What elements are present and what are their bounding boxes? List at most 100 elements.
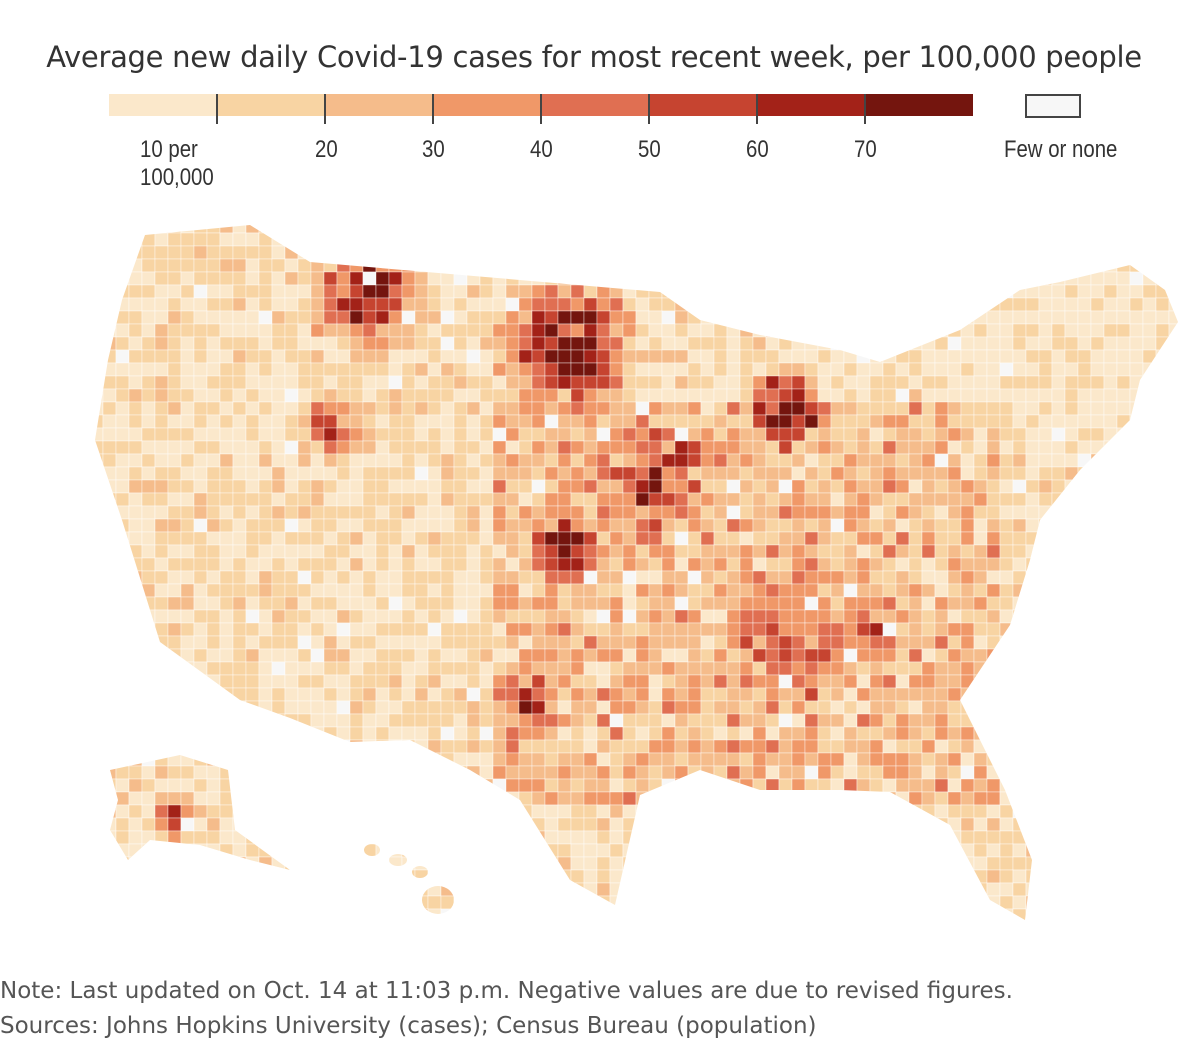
- county-cell: [102, 258, 117, 273]
- county-cell: [700, 726, 715, 741]
- county-cell: [1025, 284, 1040, 299]
- county-cell: [1025, 440, 1040, 455]
- county-cell: [1168, 225, 1178, 234]
- county-cell: [843, 362, 858, 377]
- county-cell: [661, 700, 676, 715]
- county-cell: [271, 765, 286, 780]
- county-cell: [505, 466, 520, 481]
- county-cell: [310, 479, 325, 494]
- county-cell: [1116, 375, 1131, 390]
- county-cell: [765, 674, 780, 689]
- county-cell: [206, 349, 221, 364]
- county-cell: [921, 713, 936, 728]
- county-cell: [908, 843, 923, 858]
- county-cell: [1051, 700, 1066, 715]
- county-cell: [1103, 297, 1118, 312]
- county-cell: [947, 323, 962, 338]
- county-cell: [973, 570, 988, 585]
- county-cell: [960, 349, 975, 364]
- county-cell: [687, 245, 702, 260]
- county-cell: [583, 479, 598, 494]
- county-cell: [258, 869, 273, 884]
- county-cell: [362, 453, 377, 468]
- county-cell: [687, 674, 702, 689]
- county-cell: [362, 401, 377, 416]
- county-cell: [817, 596, 832, 611]
- county-cell: [1116, 791, 1131, 806]
- county-cell: [1025, 225, 1040, 234]
- county-cell: [505, 453, 520, 468]
- county-cell: [167, 349, 182, 364]
- county-cell: [128, 466, 143, 481]
- county-cell: [1012, 401, 1027, 416]
- county-cell: [1090, 856, 1105, 871]
- county-cell: [258, 375, 273, 390]
- county-cell: [635, 882, 650, 897]
- county-cell: [115, 752, 130, 767]
- county-cell: [479, 427, 494, 442]
- county-cell: [388, 895, 403, 910]
- county-cell: [557, 817, 572, 832]
- county-cell: [258, 570, 273, 585]
- county-cell: [843, 895, 858, 910]
- county-cell: [739, 609, 754, 624]
- county-cell: [804, 453, 819, 468]
- county-cell: [297, 323, 312, 338]
- county-cell: [414, 245, 429, 260]
- county-cell: [323, 544, 338, 559]
- county-cell: [375, 453, 390, 468]
- county-cell: [778, 245, 793, 260]
- county-cell: [544, 843, 559, 858]
- county-cell: [1090, 583, 1105, 598]
- county-cell: [804, 258, 819, 273]
- county-cell: [882, 388, 897, 403]
- county-cell: [1103, 804, 1118, 819]
- county-cell: [596, 544, 611, 559]
- county-cell: [1012, 830, 1027, 845]
- county-cell: [856, 908, 871, 920]
- county-cell: [102, 336, 117, 351]
- county-cell: [739, 661, 754, 676]
- county-cell: [440, 687, 455, 702]
- county-cell: [882, 700, 897, 715]
- county-cell: [544, 310, 559, 325]
- county-cell: [765, 908, 780, 920]
- county-cell: [258, 336, 273, 351]
- county-cell: [297, 869, 312, 884]
- county-cell: [687, 505, 702, 520]
- county-cell: [518, 505, 533, 520]
- county-cell: [128, 440, 143, 455]
- county-cell: [791, 427, 806, 442]
- county-cell: [921, 336, 936, 351]
- county-cell: [557, 245, 572, 260]
- county-cell: [661, 225, 676, 234]
- county-cell: [622, 882, 637, 897]
- county-cell: [869, 232, 884, 247]
- county-cell: [921, 557, 936, 572]
- county-cell: [1182, 350, 1195, 363]
- county-cell: [713, 323, 728, 338]
- county-cell: [232, 518, 247, 533]
- county-cell: [375, 375, 390, 390]
- county-cell: [232, 453, 247, 468]
- county-cell: [700, 544, 715, 559]
- county-cell: [154, 414, 169, 429]
- county-cell: [102, 245, 117, 260]
- county-cell: [869, 583, 884, 598]
- county-cell: [999, 440, 1014, 455]
- county-cell: [232, 258, 247, 273]
- county-cell: [440, 544, 455, 559]
- county-cell: [1168, 258, 1178, 273]
- county-cell: [401, 882, 416, 897]
- county-cell: [427, 544, 442, 559]
- county-cell: [765, 414, 780, 429]
- county-cell: [635, 895, 650, 910]
- county-cell: [154, 908, 169, 920]
- county-cell: [700, 830, 715, 845]
- county-cell: [869, 258, 884, 273]
- county-cell: [791, 453, 806, 468]
- county-cell: [609, 453, 624, 468]
- county-cell: [648, 232, 663, 247]
- county-cell: [466, 492, 481, 507]
- county-cell: [869, 869, 884, 884]
